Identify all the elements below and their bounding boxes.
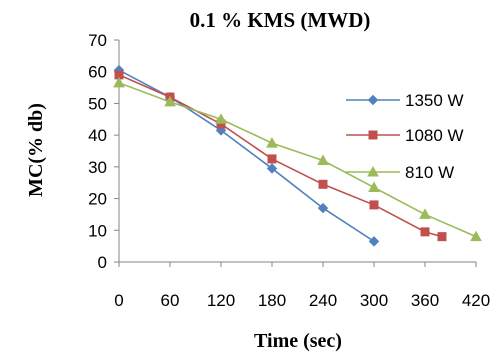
series-line bbox=[118, 69, 375, 243]
series-layer bbox=[113, 64, 482, 247]
data-point bbox=[419, 208, 431, 219]
data-point bbox=[164, 95, 176, 107]
series-line bbox=[118, 82, 477, 238]
data-point bbox=[317, 202, 329, 214]
x-tick-label: 420 bbox=[462, 291, 490, 310]
y-tick-label: 60 bbox=[88, 63, 107, 82]
legend-marker bbox=[367, 94, 379, 106]
legend-marker bbox=[368, 130, 378, 140]
legend-item: 1080 W bbox=[346, 126, 464, 145]
data-point bbox=[437, 232, 447, 242]
chart-title: 0.1 % KMS (MWD) bbox=[190, 8, 371, 32]
y-tick-label: 10 bbox=[88, 221, 107, 240]
x-tick-label: 240 bbox=[309, 291, 337, 310]
series-810w bbox=[113, 76, 482, 242]
legend-label: 810 W bbox=[405, 163, 454, 182]
data-point bbox=[318, 179, 328, 189]
data-point bbox=[266, 137, 278, 148]
legend-marker bbox=[367, 165, 379, 177]
x-tick-label: 120 bbox=[207, 291, 235, 310]
legend-item: 1350 W bbox=[346, 91, 464, 110]
y-tick-label: 50 bbox=[88, 94, 107, 113]
x-tick-label: 60 bbox=[161, 291, 180, 310]
legend-label: 1080 W bbox=[405, 126, 464, 145]
legend-label: 1350 W bbox=[405, 91, 464, 110]
x-tick-label: 180 bbox=[258, 291, 286, 310]
y-tick-label: 70 bbox=[88, 31, 107, 50]
axes: 0 10 20 30 40 50 60 70 0 60 120 180 240 300 360 420 bbox=[88, 31, 490, 310]
legend: 1350 W 1080 W 810 W bbox=[346, 91, 464, 182]
series-1350w bbox=[113, 64, 380, 247]
data-point bbox=[368, 181, 380, 192]
y-tick-label: 0 bbox=[98, 253, 107, 272]
x-tick-label: 300 bbox=[360, 291, 388, 310]
data-point bbox=[470, 230, 482, 242]
y-tick-label: 40 bbox=[88, 126, 107, 145]
y-tick-label: 20 bbox=[88, 190, 107, 209]
legend-item: 810 W bbox=[346, 163, 454, 182]
data-point bbox=[113, 76, 125, 88]
y-axis-title: MC(% db) bbox=[25, 103, 47, 197]
series-line bbox=[118, 74, 443, 238]
y-tick-label: 30 bbox=[88, 158, 107, 177]
x-tick-label: 360 bbox=[411, 291, 439, 310]
data-point bbox=[215, 113, 227, 124]
data-point bbox=[317, 154, 329, 166]
data-point bbox=[266, 163, 278, 174]
series-1080w bbox=[114, 70, 447, 242]
data-point bbox=[369, 200, 379, 210]
x-tick-label: 0 bbox=[114, 291, 123, 310]
data-point bbox=[368, 236, 380, 247]
data-point bbox=[267, 154, 277, 164]
data-point bbox=[420, 227, 430, 237]
x-axis-title: Time (sec) bbox=[254, 330, 342, 352]
